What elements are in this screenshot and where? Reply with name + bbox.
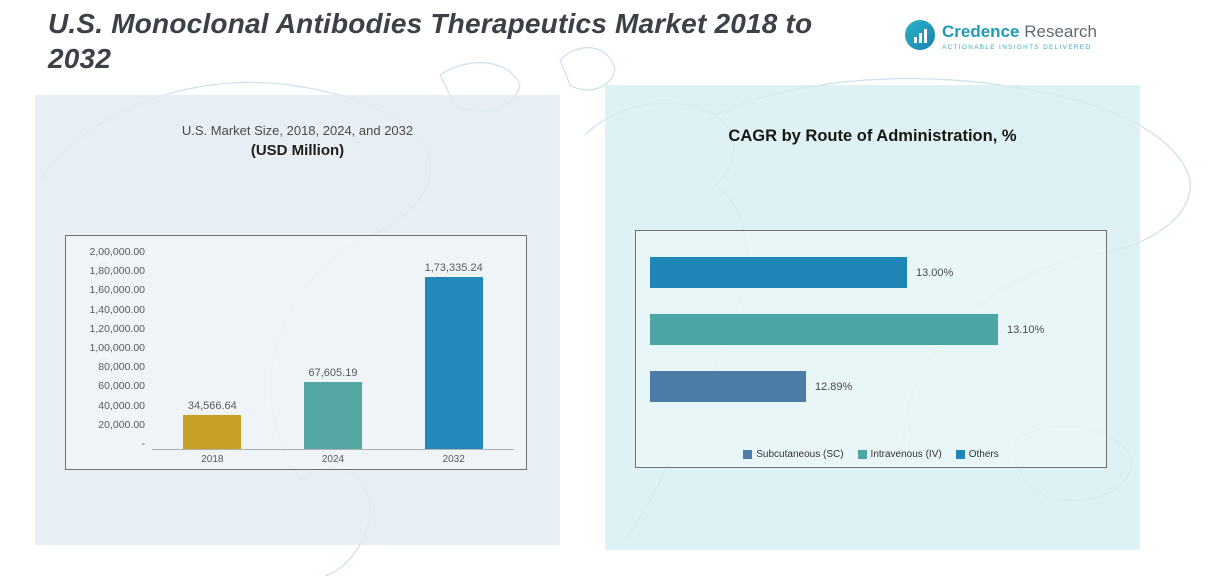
legend-label: Subcutaneous (SC) — [756, 449, 844, 460]
logo-brand-word2: Research — [1024, 22, 1097, 41]
horizontal-bar-plot: 13.00% 13.10% 12.89% — [636, 231, 1106, 402]
legend-item: Intravenous (IV) — [857, 449, 942, 460]
vertical-bar-chart: 2,00,000.00 1,80,000.00 1,60,000.00 1,40,00… — [66, 236, 526, 469]
bar — [650, 314, 998, 345]
bar — [650, 371, 806, 402]
logo-brand-word1: Credence — [942, 22, 1020, 41]
cagr-chart-title: CAGR by Route of Administration, % — [728, 127, 1017, 145]
bar-column: 1,73,335.24 — [394, 262, 514, 449]
cagr-panel: CAGR by Route of Administration, % 13.00… — [605, 85, 1140, 550]
bar — [650, 257, 907, 288]
legend-item: Subcutaneous (SC) — [743, 449, 844, 460]
bar — [183, 415, 242, 449]
y-tick-label: 1,00,000.00 — [89, 341, 145, 354]
plot-wrap: 34,566.64 67,605.19 1,73,335.24 2018 2024 20… — [152, 246, 514, 465]
legend-swatch — [955, 450, 965, 459]
page-title: U.S. Monoclonal Antibodies Therapeutics … — [48, 6, 812, 76]
vertical-bar-plot: 34,566.64 67,605.19 1,73,335.24 — [152, 252, 514, 450]
y-tick-label: 80,000.00 — [98, 361, 145, 374]
y-tick-label: 2,00,000.00 — [89, 246, 145, 258]
bar-value-label: 12.89% — [815, 380, 853, 393]
market-size-panel: U.S. Market Size, 2018, 2024, and 2032 (… — [35, 95, 560, 545]
y-tick-label: 40,000.00 — [98, 399, 145, 412]
bar-column: 67,605.19 — [273, 367, 393, 449]
x-tick-label: 2018 — [201, 454, 224, 465]
y-tick-label: 1,20,000.00 — [89, 322, 145, 335]
cagr-legend: Subcutaneous (SC) Intravenous (IV) Others — [636, 449, 1106, 460]
market-size-unit-label: (USD Million) — [250, 142, 345, 159]
market-size-subtitle: U.S. Market Size, 2018, 2024, and 2032 — [181, 123, 414, 138]
cagr-chart: 13.00% 13.10% 12.89% Subcutaneous (SC) Intr… — [635, 230, 1107, 468]
bar — [303, 382, 362, 449]
y-tick-label: 60,000.00 — [98, 380, 145, 393]
legend-label: Intravenous (IV) — [870, 449, 942, 460]
y-tick-label: 1,60,000.00 — [89, 284, 145, 297]
market-size-chart: 2,00,000.00 1,80,000.00 1,60,000.00 1,40,00… — [65, 235, 527, 470]
bar-row: 13.10% — [650, 314, 1106, 345]
page-title-line1: U.S. Monoclonal Antibodies Therapeutics … — [48, 8, 813, 39]
logo-brand-name: Credence Research — [942, 22, 1097, 42]
y-tick-label: 1,40,000.00 — [89, 303, 145, 316]
y-tick-label: 1,80,000.00 — [89, 265, 145, 278]
bar-value-label: 13.00% — [916, 266, 954, 279]
logo-tagline: Actionable Insights Delivered — [942, 43, 1092, 51]
bar-column: 34,566.64 — [152, 400, 272, 449]
bar-value-label: 13.10% — [1007, 323, 1045, 336]
y-axis-labels: 2,00,000.00 1,80,000.00 1,60,000.00 1,40,00… — [76, 246, 152, 450]
bar-value-label: 34,566.64 — [187, 400, 237, 412]
legend-swatch — [857, 450, 867, 459]
bar-chart-circle-icon — [905, 20, 935, 50]
x-tick-label: 2024 — [321, 454, 345, 465]
x-axis-labels: 2018 2024 2032 — [152, 450, 514, 465]
page-title-line2: 2032 — [48, 43, 112, 74]
legend-label: Others — [968, 449, 999, 460]
legend-item: Others — [955, 449, 999, 460]
x-tick-label: 2032 — [442, 454, 465, 465]
bar-row: 13.00% — [650, 257, 1106, 288]
logo-text: Credence Research Actionable Insights De… — [942, 20, 1097, 51]
bar — [424, 277, 483, 449]
legend-swatch — [743, 450, 753, 459]
y-tick-label: - — [141, 437, 146, 450]
bar-value-label: 1,73,335.24 — [424, 262, 483, 274]
bar-row: 12.89% — [650, 371, 1106, 402]
y-tick-label: 20,000.00 — [98, 418, 145, 431]
bar-value-label: 67,605.19 — [308, 367, 358, 379]
credence-research-logo: Credence Research Actionable Insights De… — [905, 20, 1097, 51]
